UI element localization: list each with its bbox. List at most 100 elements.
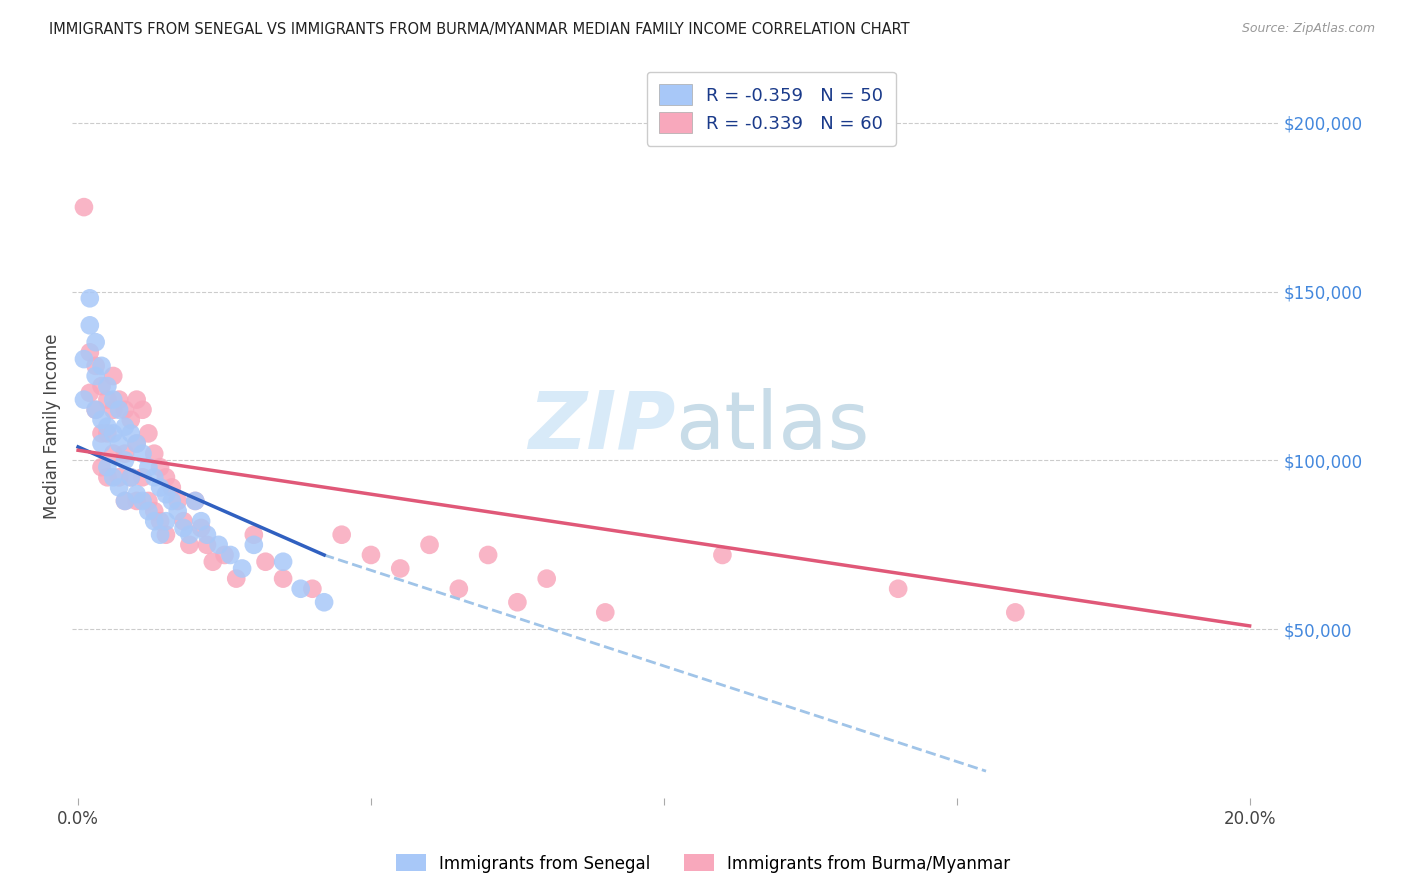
Point bbox=[155, 514, 177, 528]
Point bbox=[103, 369, 125, 384]
Point bbox=[79, 345, 101, 359]
Point bbox=[208, 538, 231, 552]
Point bbox=[84, 369, 107, 384]
Point bbox=[125, 436, 148, 450]
Point bbox=[79, 291, 101, 305]
Point bbox=[138, 426, 160, 441]
Point bbox=[84, 402, 107, 417]
Point bbox=[271, 555, 294, 569]
Point bbox=[190, 521, 212, 535]
Point bbox=[143, 504, 166, 518]
Point bbox=[243, 527, 266, 541]
Point bbox=[173, 514, 195, 528]
Text: Source: ZipAtlas.com: Source: ZipAtlas.com bbox=[1241, 22, 1375, 36]
Point bbox=[114, 402, 136, 417]
Point bbox=[125, 494, 148, 508]
Point bbox=[103, 392, 125, 407]
Point bbox=[155, 527, 177, 541]
Point bbox=[108, 392, 131, 407]
Point bbox=[114, 453, 136, 467]
Text: atlas: atlas bbox=[675, 388, 870, 466]
Point bbox=[179, 527, 201, 541]
Point bbox=[330, 527, 353, 541]
Point bbox=[138, 504, 160, 518]
Point bbox=[73, 392, 96, 407]
Point bbox=[131, 447, 153, 461]
Point bbox=[96, 379, 118, 393]
Point bbox=[96, 470, 118, 484]
Point bbox=[120, 470, 142, 484]
Point bbox=[84, 335, 107, 350]
Point bbox=[214, 548, 236, 562]
Point bbox=[160, 480, 183, 494]
Point bbox=[103, 470, 125, 484]
Point bbox=[131, 402, 153, 417]
Point bbox=[195, 538, 218, 552]
Point bbox=[155, 470, 177, 484]
Point bbox=[149, 460, 172, 475]
Point bbox=[243, 538, 266, 552]
Legend: R = -0.359   N = 50, R = -0.339   N = 60: R = -0.359 N = 50, R = -0.339 N = 60 bbox=[647, 71, 896, 145]
Point bbox=[138, 460, 160, 475]
Point bbox=[143, 470, 166, 484]
Point bbox=[120, 426, 142, 441]
Point bbox=[90, 426, 112, 441]
Point bbox=[184, 494, 207, 508]
Point bbox=[1004, 606, 1026, 620]
Point bbox=[195, 527, 218, 541]
Point bbox=[90, 436, 112, 450]
Point bbox=[103, 402, 125, 417]
Point bbox=[73, 352, 96, 367]
Point bbox=[84, 402, 107, 417]
Point bbox=[90, 359, 112, 373]
Point bbox=[179, 538, 201, 552]
Y-axis label: Median Family Income: Median Family Income bbox=[44, 334, 60, 519]
Point bbox=[96, 460, 118, 475]
Point bbox=[96, 392, 118, 407]
Point bbox=[96, 426, 118, 441]
Point bbox=[166, 504, 188, 518]
Point bbox=[271, 572, 294, 586]
Point bbox=[711, 548, 734, 562]
Point bbox=[506, 595, 529, 609]
Point bbox=[290, 582, 312, 596]
Point bbox=[155, 487, 177, 501]
Point bbox=[79, 318, 101, 333]
Point bbox=[114, 494, 136, 508]
Legend: Immigrants from Senegal, Immigrants from Burma/Myanmar: Immigrants from Senegal, Immigrants from… bbox=[389, 847, 1017, 880]
Point bbox=[149, 480, 172, 494]
Point bbox=[887, 582, 910, 596]
Point bbox=[114, 447, 136, 461]
Point bbox=[131, 470, 153, 484]
Point bbox=[84, 359, 107, 373]
Point bbox=[79, 385, 101, 400]
Point bbox=[96, 419, 118, 434]
Point bbox=[90, 379, 112, 393]
Point bbox=[108, 402, 131, 417]
Point bbox=[419, 538, 441, 552]
Point bbox=[90, 413, 112, 427]
Point bbox=[143, 514, 166, 528]
Point bbox=[114, 494, 136, 508]
Point bbox=[360, 548, 382, 562]
Point bbox=[173, 521, 195, 535]
Point bbox=[138, 494, 160, 508]
Point bbox=[314, 595, 336, 609]
Point bbox=[114, 419, 136, 434]
Point bbox=[125, 436, 148, 450]
Point bbox=[125, 392, 148, 407]
Text: IMMIGRANTS FROM SENEGAL VS IMMIGRANTS FROM BURMA/MYANMAR MEDIAN FAMILY INCOME CO: IMMIGRANTS FROM SENEGAL VS IMMIGRANTS FR… bbox=[49, 22, 910, 37]
Point bbox=[103, 426, 125, 441]
Point bbox=[160, 494, 183, 508]
Point bbox=[301, 582, 323, 596]
Point bbox=[593, 606, 616, 620]
Point bbox=[231, 561, 253, 575]
Point bbox=[447, 582, 470, 596]
Point bbox=[73, 200, 96, 214]
Point bbox=[143, 447, 166, 461]
Point bbox=[103, 447, 125, 461]
Point bbox=[536, 572, 558, 586]
Point bbox=[120, 470, 142, 484]
Point bbox=[90, 460, 112, 475]
Point bbox=[149, 514, 172, 528]
